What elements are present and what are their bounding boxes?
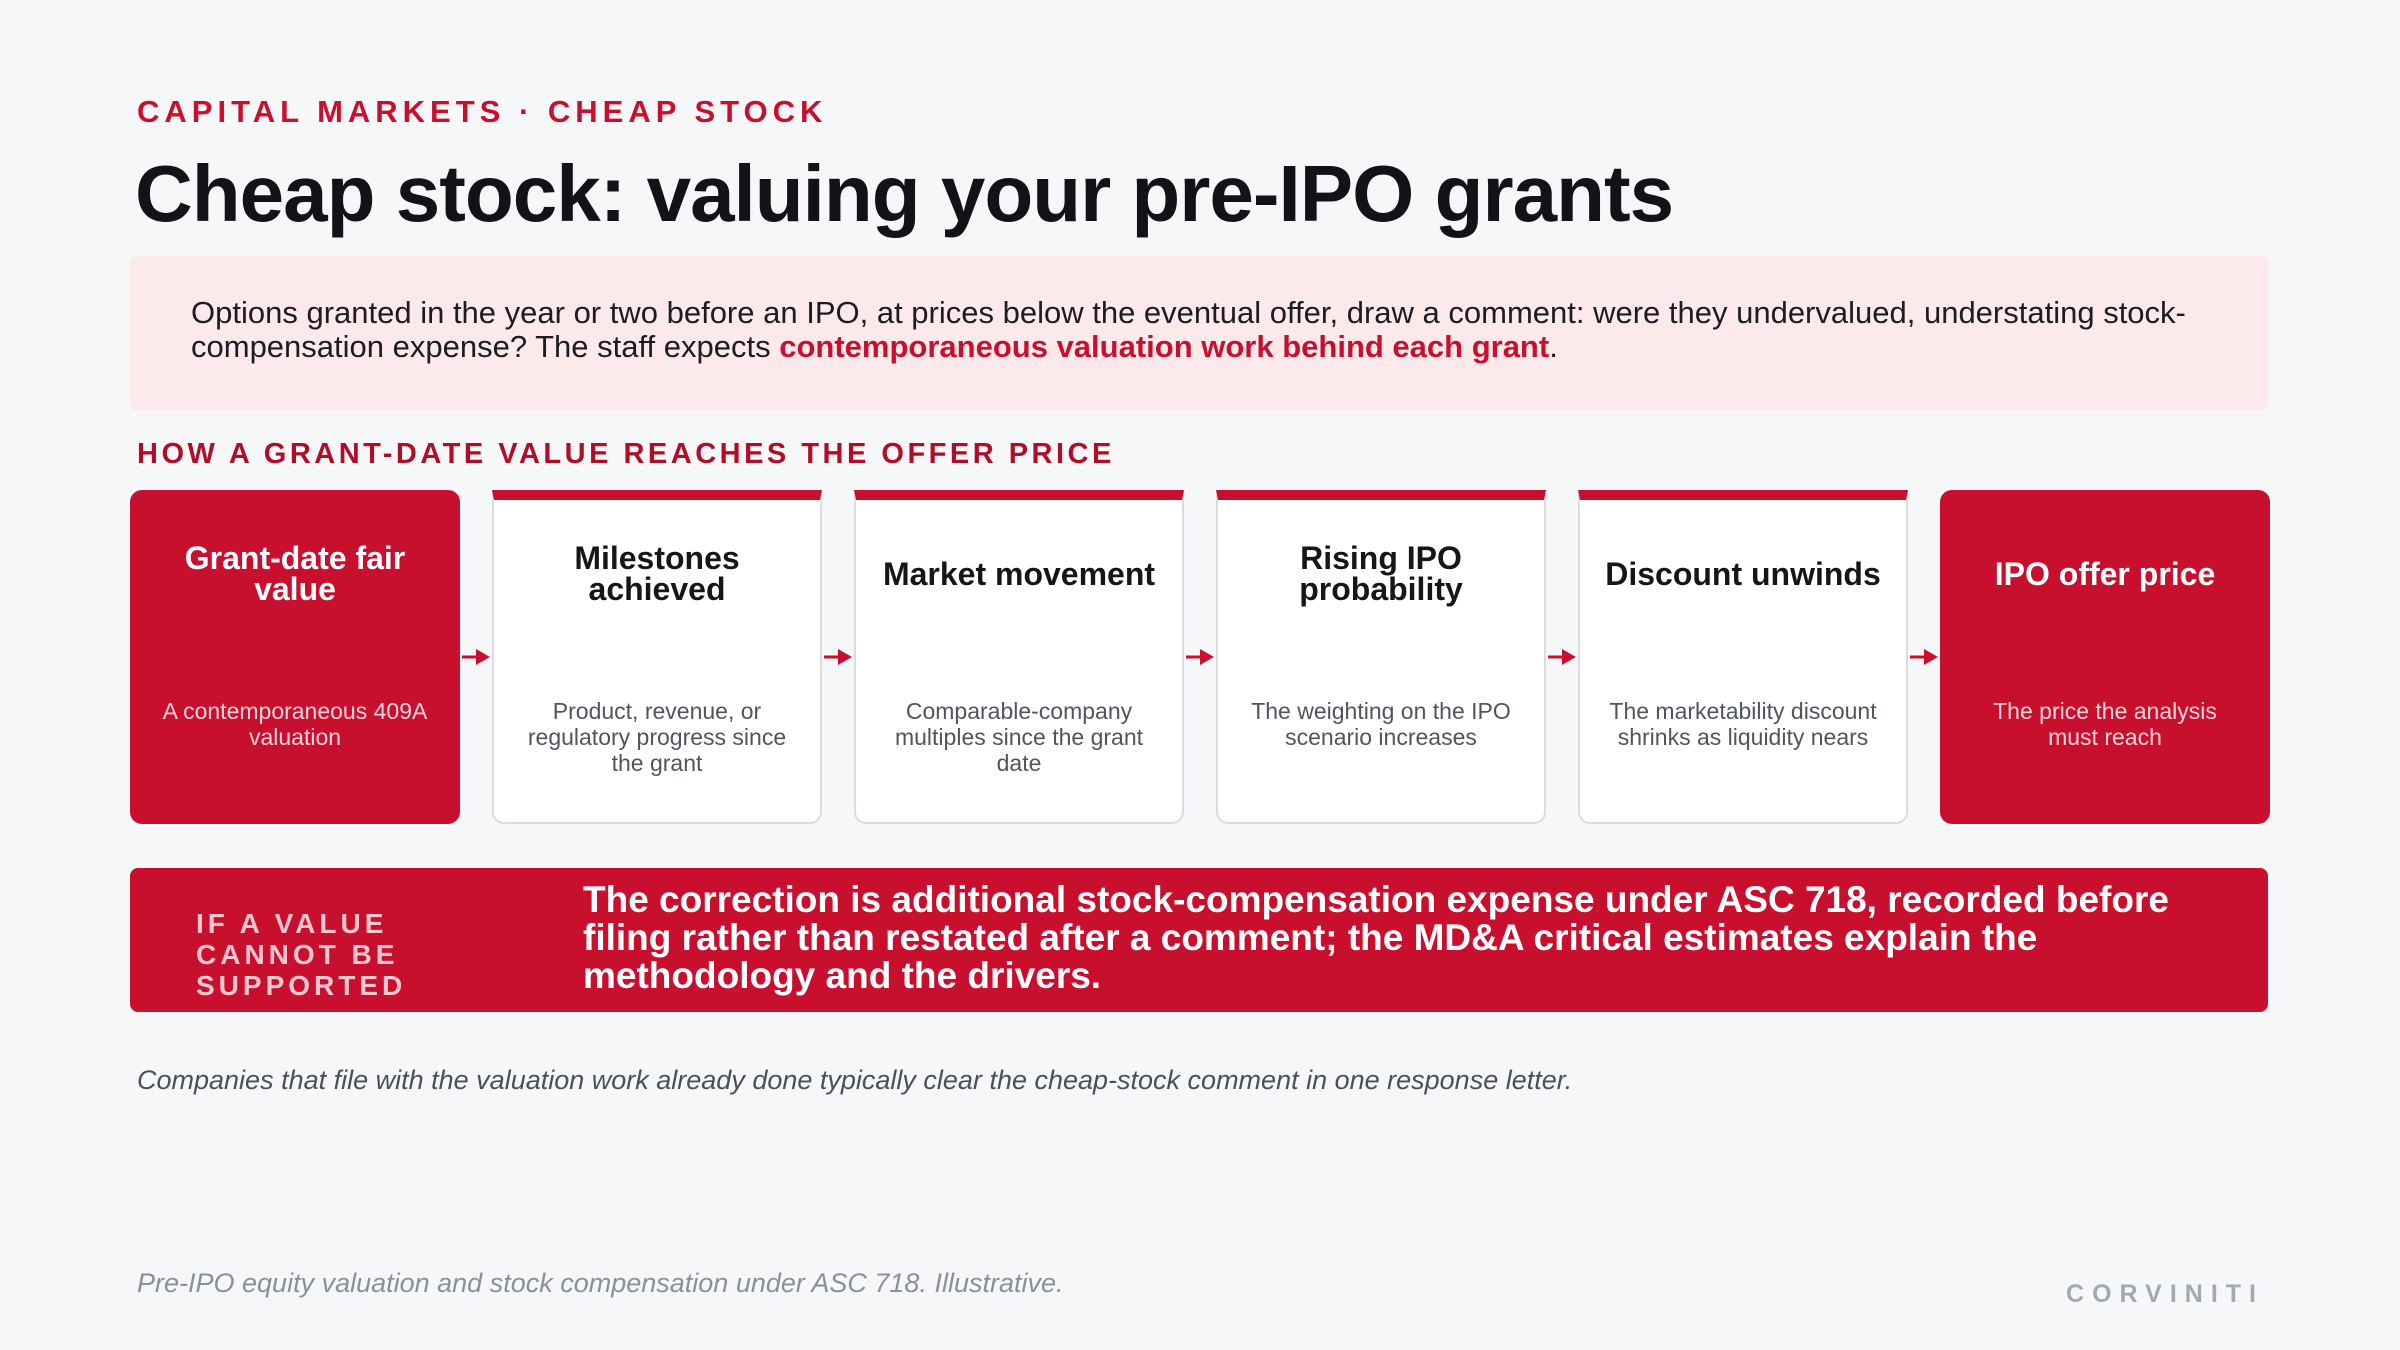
banner-label: IF A VALUE CANNOT BE SUPPORTED [196,908,407,1001]
eyebrow: CAPITAL MARKETS · CHEAP STOCK [137,94,828,129]
banner-text: The correction is additional stock-compe… [583,879,2169,996]
step-description: The price the analysis must reach [1993,698,2217,750]
step-card-milestones-achieved: Milestones achieved Product, revenue, or… [492,490,822,824]
step-card-ipo-offer-price: IPO offer price The price the analysis m… [1940,490,2270,824]
arrow-right-icon [1910,649,1938,665]
step-description: Comparable-company multiples since the g… [894,698,1143,776]
intro-end: . [1549,329,1558,364]
step-card-market-movement: Market movement Comparable-company multi… [854,490,1184,824]
step-description: A contemporaneous 409A valuation [162,698,428,750]
step-description: The weighting on the IPO scenario increa… [1251,698,1511,750]
page-title: Cheap stock: valuing your pre-IPO grants [135,149,1674,238]
arrow-right-icon [462,649,490,665]
step-title: Market movement [882,555,1156,592]
arrow-right-icon [824,649,852,665]
step-title: IPO offer price [1994,555,2216,592]
arrow-right-icon [1548,649,1576,665]
arrow-right-icon [1186,649,1214,665]
step-title: Discount unwinds [1605,555,1881,592]
intro-callout: Options granted in the year or two befor… [130,256,2268,410]
step-card-discount-unwinds: Discount unwinds The marketability disco… [1578,490,1908,824]
step-title: Milestones achieved [574,540,740,607]
intro-text: Options granted in the year or two befor… [191,295,2186,364]
step-title: Grant-date fair value [184,540,406,607]
brand-wordmark: CORVINITI [2066,1280,2264,1308]
unsupported-value-banner: IF A VALUE CANNOT BE SUPPORTED The corre… [130,868,2268,1012]
step-description: The marketability discount shrinks as li… [1609,698,1877,750]
footer-source: Pre-IPO equity valuation and stock compe… [137,1268,1064,1298]
intro-highlight: contemporaneous valuation work behind ea… [779,329,1550,364]
step-title: Rising IPO probability [1299,540,1463,607]
step-description: Product, revenue, or regulatory progress… [527,698,787,776]
step-card-rising-ipo-probability: Rising IPO probability The weighting on … [1216,490,1546,824]
step-card-grant-date-fair-value: Grant-date fair value A contemporaneous … [130,490,460,824]
closing-note: Companies that file with the valuation w… [137,1065,1573,1095]
section-label: HOW A GRANT-DATE VALUE REACHES THE OFFER… [137,438,1115,470]
